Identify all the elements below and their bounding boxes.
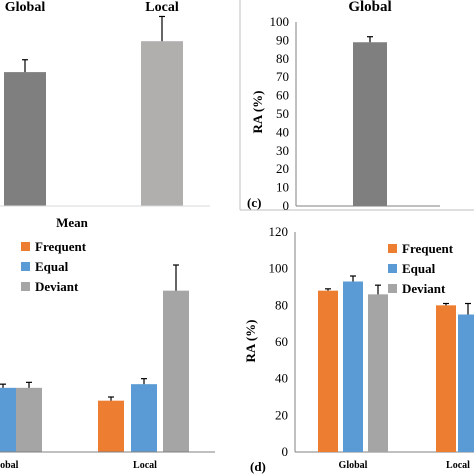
bar: [368, 294, 388, 452]
legend-swatch: [21, 242, 30, 251]
y-tick-label: 70: [276, 69, 289, 84]
bars-group: [318, 275, 474, 452]
bar: [436, 305, 456, 452]
y-tick-label: 100: [269, 261, 289, 276]
x-labels-group: Global Local: [0, 460, 157, 471]
y-tick-label: 40: [275, 371, 288, 386]
bars-group: [4, 15, 183, 207]
legend-swatch: [21, 282, 30, 291]
y-tick-label: 30: [276, 143, 289, 158]
y-tick-label: 20: [275, 407, 288, 422]
bar: [0, 387, 16, 452]
legend-label: Frequent: [402, 241, 454, 256]
bar: [343, 281, 363, 452]
bars-group: [353, 36, 387, 206]
y-tick-label: 20: [276, 161, 289, 176]
y-tick-label: 120: [269, 224, 289, 239]
bar: [163, 290, 189, 452]
legend: Frequent Equal Deviant: [21, 239, 87, 294]
y-tick-label: 0: [283, 198, 290, 213]
panel-label: (d): [250, 459, 266, 474]
bars-group: [0, 264, 189, 452]
category-label-global: Global: [5, 0, 46, 15]
y-tick-label: 50: [276, 106, 289, 121]
x-tick-label: Global: [0, 460, 19, 471]
y-axis-title: RA (%): [243, 320, 258, 363]
legend-label: Deviant: [402, 281, 446, 296]
bar: [141, 41, 183, 207]
x-labels-group: Global Local: [339, 460, 471, 471]
legend-swatch: [21, 262, 30, 271]
y-tick-label: 80: [276, 51, 289, 66]
y-tick-label: 60: [276, 88, 289, 103]
y-tick-label: 40: [276, 124, 289, 139]
chart-bottom-right: RA (%) 0 20 40 60 80 100 120 Frequent Equal Devi…: [243, 224, 474, 474]
y-tick-label: 90: [276, 32, 289, 47]
y-tick-label: 10: [276, 180, 289, 195]
panel-label: (c): [247, 195, 261, 210]
bar: [98, 400, 124, 452]
legend-label: Equal: [35, 259, 69, 274]
bar: [318, 290, 338, 452]
legend-swatch: [388, 244, 397, 253]
chart-top-left: Global Local Mean: [0, 0, 210, 230]
x-tick-label: Local: [446, 460, 470, 471]
y-tick-label: 0: [282, 444, 289, 459]
bar: [16, 387, 42, 452]
legend: Frequent Equal Deviant: [388, 241, 454, 296]
x-tick-label: Local: [133, 460, 157, 471]
bar: [131, 384, 157, 452]
legend-label: Equal: [402, 261, 436, 276]
x-tick-label: Global: [339, 460, 368, 471]
y-tick-label: 80: [275, 297, 288, 312]
legend-label: Deviant: [35, 279, 79, 294]
legend-swatch: [388, 284, 397, 293]
category-label-local: Local: [145, 0, 179, 15]
chart-title: Global: [348, 0, 391, 15]
y-axis-title: RA (%): [250, 91, 265, 134]
bar: [353, 42, 387, 206]
y-tick-label: 60: [275, 334, 288, 349]
chart-top-right: Global RA (%) 0 10 20 30 40 50 60 70 80 90 100 (c): [239, 0, 474, 213]
chart-bottom-left: Frequent Equal Deviant Global Local: [0, 239, 215, 471]
y-tick-label: 100: [270, 14, 290, 29]
bar: [458, 314, 474, 452]
bar: [4, 72, 46, 206]
y-ticks-group: 0 10 20 30 40 50 60 70 80 90 100: [270, 14, 290, 213]
x-axis-title: Mean: [56, 215, 89, 230]
legend-label: Frequent: [35, 239, 87, 254]
y-ticks-group: 0 20 40 60 80 100 120: [269, 224, 289, 459]
legend-swatch: [388, 264, 397, 273]
